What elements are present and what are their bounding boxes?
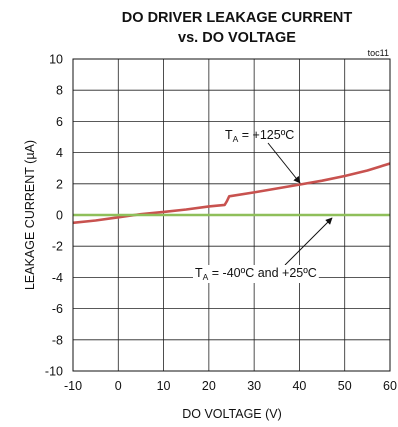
y-tick-label: -2 <box>52 240 63 254</box>
x-tick-label: 0 <box>115 379 122 393</box>
series-label-1: TA = +125ºC <box>225 128 294 144</box>
chart-title-line2: vs. DO VOLTAGE <box>178 30 296 46</box>
x-tick-label: -10 <box>64 379 82 393</box>
x-axis-label: DO VOLTAGE (V) <box>182 407 282 421</box>
y-axis-label: LEAKAGE CURRENT (µA) <box>23 140 37 290</box>
series-layer <box>72 162 391 225</box>
x-tick-label: 50 <box>338 379 352 393</box>
y-tick-label: -8 <box>52 333 63 347</box>
plot-frame <box>72 58 391 372</box>
chart-tag: toc11 <box>368 48 389 58</box>
y-tick-labels: 10 8 6 4 2 0 -2 -4 -6 -8 -10 <box>45 53 63 379</box>
x-tick-labels: -10 0 10 20 30 40 50 60 <box>64 379 397 393</box>
x-tick-label: 10 <box>157 379 171 393</box>
chart-title-line1: DO DRIVER LEAKAGE CURRENT <box>122 10 353 26</box>
annotation-arrow-2 <box>284 217 333 266</box>
y-tick-label: 2 <box>56 177 63 191</box>
annotation-arrow-1 <box>267 142 301 184</box>
y-tick-label: 4 <box>56 146 63 160</box>
y-tick-label: -4 <box>52 271 63 285</box>
x-tick-label: 60 <box>383 379 397 393</box>
x-tick-label: 20 <box>202 379 216 393</box>
y-tick-label: -6 <box>52 302 63 316</box>
y-tick-label: 10 <box>49 53 63 67</box>
y-tick-label: 8 <box>56 84 63 98</box>
annotations: TA = +125ºC TA = -40ºC and +25ºC <box>193 128 333 283</box>
x-tick-label: 40 <box>292 379 306 393</box>
y-tick-label: -10 <box>45 365 63 379</box>
series-label-2: TA = -40ºC and +25ºC <box>195 266 317 282</box>
series-label-background <box>193 265 319 283</box>
y-tick-label: 0 <box>56 209 63 223</box>
x-tick-label: 30 <box>247 379 261 393</box>
y-tick-label: 6 <box>56 115 63 129</box>
